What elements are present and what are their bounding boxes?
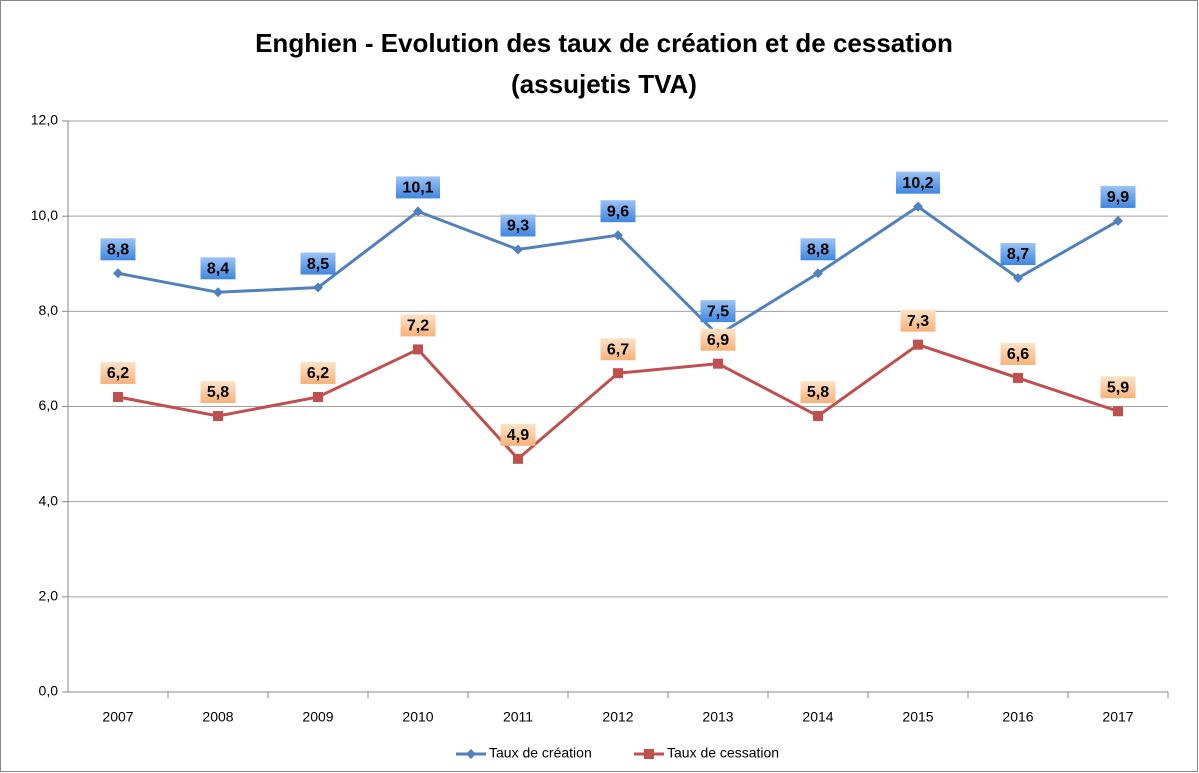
- point: [213, 411, 223, 422]
- data-label: 5,8: [207, 384, 229, 401]
- data-label-bg: [900, 309, 936, 332]
- legend-item: Taux de cessation: [634, 745, 779, 761]
- data-label: 4,9: [507, 427, 529, 444]
- point: [613, 230, 623, 241]
- point: [1013, 273, 1023, 284]
- x-tick-label: 2016: [1002, 709, 1033, 725]
- point: [213, 287, 223, 298]
- data-label-bg: [1000, 342, 1036, 365]
- data-label-bg: [600, 200, 636, 223]
- y-tick-label: 6,0: [39, 397, 59, 413]
- y-tick-label: 4,0: [39, 492, 59, 508]
- data-label: 8,8: [107, 241, 129, 258]
- point: [644, 749, 654, 759]
- data-label: 5,9: [1107, 379, 1129, 396]
- point: [813, 268, 823, 279]
- x-tick-label: 2013: [702, 709, 733, 725]
- data-label: 5,8: [807, 384, 829, 401]
- data-label-bg: [200, 381, 236, 404]
- x-tick-label: 2014: [802, 709, 833, 725]
- data-label-bg: [300, 361, 336, 384]
- data-label: 9,3: [507, 218, 529, 235]
- data-label: 6,2: [107, 365, 129, 382]
- data-label-bg: [396, 176, 440, 199]
- x-tick-label: 2010: [402, 709, 433, 725]
- data-label-bg: [100, 238, 136, 261]
- data-label: 9,9: [1107, 189, 1129, 206]
- point: [613, 368, 623, 379]
- data-label-bg: [300, 252, 336, 275]
- data-label: 7,2: [407, 318, 429, 335]
- chart-title: Enghien - Evolution des taux de création…: [255, 28, 953, 58]
- data-label: 7,5: [707, 303, 729, 320]
- data-label: 6,2: [307, 365, 329, 382]
- data-label: 10,1: [402, 180, 433, 197]
- x-tick-label: 2009: [302, 709, 333, 725]
- data-label-bg: [800, 381, 836, 404]
- point: [466, 749, 476, 759]
- x-tick-label: 2015: [902, 709, 933, 725]
- data-label-bg: [200, 257, 236, 280]
- data-label: 10,2: [902, 175, 933, 192]
- point: [513, 453, 523, 464]
- data-label-bg: [896, 171, 940, 194]
- data-label: 6,9: [707, 332, 729, 349]
- data-label: 8,7: [1007, 246, 1029, 263]
- data-label-bg: [1100, 185, 1136, 208]
- data-label-bg: [1100, 376, 1136, 399]
- x-tick-label: 2017: [1102, 709, 1133, 725]
- data-label: 6,7: [607, 341, 629, 358]
- x-tick-label: 2008: [202, 709, 233, 725]
- point: [313, 282, 323, 293]
- point: [113, 268, 123, 279]
- point: [713, 358, 723, 369]
- y-tick-label: 12,0: [31, 112, 58, 128]
- point: [413, 344, 423, 355]
- data-label: 6,6: [1007, 346, 1029, 363]
- data-label: 9,6: [607, 203, 629, 220]
- point: [1013, 372, 1023, 383]
- point: [913, 201, 923, 212]
- point: [413, 206, 423, 217]
- legend-label: Taux de cessation: [667, 745, 779, 761]
- point: [113, 391, 123, 402]
- y-tick-label: 0,0: [39, 683, 59, 699]
- data-label-bg: [700, 300, 736, 323]
- x-tick-label: 2011: [503, 709, 533, 725]
- point: [313, 391, 323, 402]
- data-label-bg: [700, 328, 736, 351]
- point: [913, 339, 923, 350]
- data-label: 7,3: [907, 313, 929, 330]
- x-tick-label: 2007: [102, 709, 133, 725]
- legend-item: Taux de création: [456, 745, 592, 761]
- data-label-bg: [1000, 243, 1036, 266]
- point: [813, 411, 823, 422]
- data-label-bg: [400, 314, 436, 337]
- data-label: 8,4: [207, 261, 229, 278]
- data-label-bg: [500, 423, 536, 446]
- data-label-bg: [800, 238, 836, 261]
- chart-subtitle: (assujetis TVA): [511, 69, 697, 99]
- legend-label: Taux de création: [489, 745, 592, 761]
- data-label: 8,8: [807, 241, 829, 258]
- y-tick-label: 10,0: [31, 207, 58, 223]
- y-tick-label: 2,0: [39, 588, 59, 604]
- point: [1113, 215, 1123, 226]
- point: [1113, 406, 1123, 417]
- data-label-bg: [600, 338, 636, 361]
- x-tick-label: 2012: [602, 709, 633, 725]
- y-tick-label: 8,0: [39, 302, 59, 318]
- data-label: 8,5: [307, 256, 329, 273]
- point: [513, 244, 523, 255]
- data-label-bg: [100, 361, 136, 384]
- data-label-bg: [500, 214, 536, 237]
